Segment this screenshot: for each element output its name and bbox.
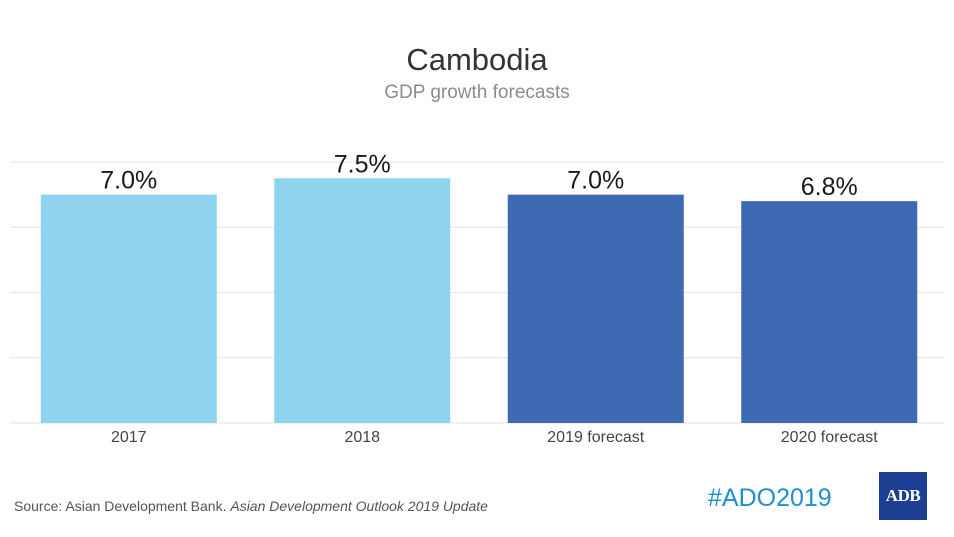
- chart-subtitle: GDP growth forecasts: [384, 82, 570, 103]
- bar-3: [507, 194, 684, 423]
- value-label-1: 7.0%: [100, 167, 157, 195]
- bar-4: [741, 201, 918, 423]
- adb-logo: ADB: [879, 472, 927, 520]
- bar-2: [274, 178, 451, 423]
- source-prefix: Source: Asian Development Bank.: [14, 498, 227, 514]
- category-label-3: 2019 forecast: [547, 429, 645, 446]
- source-publication: Asian Development Outlook 2019 Update: [230, 498, 488, 514]
- source-note: Source: Asian Development Bank. Asian De…: [14, 498, 488, 514]
- bars: [40, 178, 918, 423]
- chart-title: Cambodia: [406, 42, 548, 77]
- category-labels: 2017 2018 2019 forecast 2020 forecast: [111, 429, 878, 446]
- category-label-2: 2018: [344, 429, 380, 446]
- value-labels: 7.0% 7.5% 7.0% 6.8%: [100, 150, 857, 201]
- category-label-4: 2020 forecast: [781, 429, 879, 446]
- value-label-2: 7.5%: [334, 150, 391, 178]
- value-label-4: 6.8%: [801, 173, 858, 201]
- category-label-1: 2017: [111, 429, 147, 446]
- adb-logo-text: ADB: [885, 486, 921, 505]
- hashtag: #ADO2019: [708, 484, 832, 512]
- bar-1: [40, 194, 217, 423]
- value-label-3: 7.0%: [567, 167, 624, 195]
